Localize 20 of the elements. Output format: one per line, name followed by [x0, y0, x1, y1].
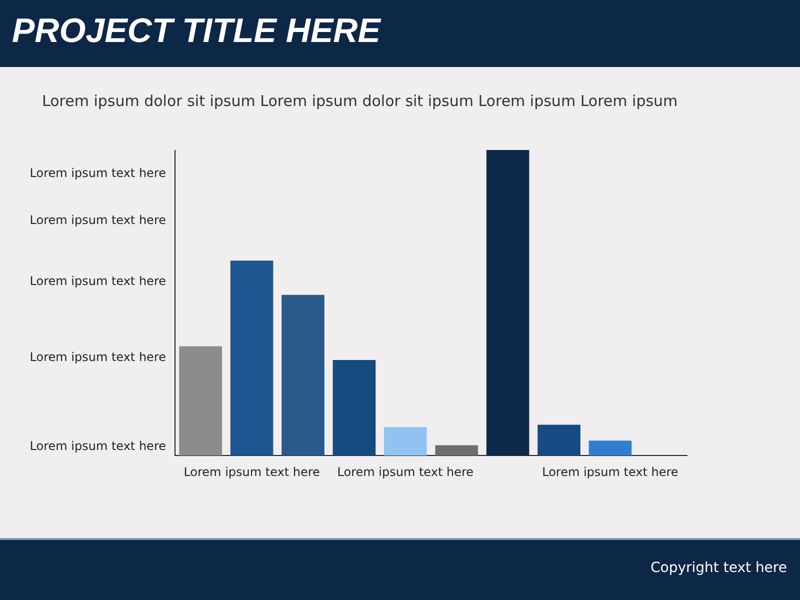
- x-tick-label: Lorem ipsum text here: [184, 464, 320, 479]
- text: Lorem ipsum text here: [30, 439, 166, 453]
- chart-subtitle: Lorem ipsum dolor sit ipsum Lorem ipsum dolor sit ipsum Lorem ipsum Lorem ipsum: [42, 92, 678, 110]
- bar: [588, 440, 632, 456]
- text: Lorem ipsum text here: [30, 274, 166, 288]
- x-tick-label: Lorem ipsum text here: [337, 464, 474, 479]
- bar: [282, 294, 324, 456]
- text: Copyright text here: [650, 560, 787, 576]
- bar: [332, 360, 376, 456]
- text: Lorem ipsum text here: [30, 350, 166, 364]
- bar: [179, 346, 222, 456]
- bar: [230, 260, 274, 456]
- bar: [486, 150, 530, 456]
- bar: [435, 445, 478, 456]
- bar: [384, 427, 427, 456]
- text: Lorem ipsum text here: [30, 166, 166, 180]
- chart-title: PROJECT TITLE HERE: [12, 12, 380, 51]
- bar: [538, 424, 580, 456]
- text: Lorem ipsum text here: [30, 213, 166, 227]
- x-tick-label: Lorem ipsum text here: [542, 464, 678, 479]
